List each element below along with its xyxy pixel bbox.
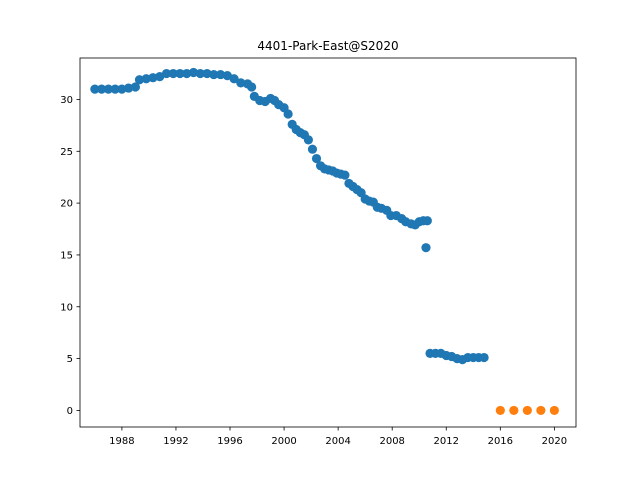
data-point [202,68,212,79]
data-point [175,68,185,79]
data-point [141,74,151,84]
data-point [536,405,546,416]
x-tick-label: 2020 [542,436,567,447]
data-point [422,216,432,226]
data-point [124,83,134,93]
x-tick-label: 1992 [163,436,188,447]
data-point [421,243,431,253]
data-point [340,170,350,180]
x-tick-label: 2012 [434,436,459,447]
data-point [509,405,519,416]
y-tick-label: 15 [60,250,73,261]
y-tick-label: 10 [60,302,73,313]
data-point [307,144,318,154]
data-point [209,69,219,80]
data-point [236,78,246,88]
x-tick-label: 2004 [325,436,350,447]
data-point [303,135,313,145]
data-point [134,75,145,85]
y-tick-label: 30 [60,95,73,106]
chart-title: 4401-Park-East@S2020 [257,39,398,53]
data-point [90,84,100,94]
y-tick-label: 0 [67,406,73,417]
data-point [311,153,322,164]
data-point [97,84,107,94]
data-point [188,67,199,78]
data-point [103,84,113,94]
data-point [522,405,532,416]
x-tick-label: 1996 [217,436,242,447]
data-point [117,84,127,94]
data-point [283,109,293,119]
plot-frame [79,57,577,428]
y-tick-label: 20 [60,199,73,210]
chart-axes: 1988 1992 1996 2000 2004 2008 2012 2016 2020 0 5 10… [60,57,577,447]
data-point [247,82,257,92]
data-point [495,405,505,416]
data-point [195,68,205,79]
y-tick-label: 25 [60,147,73,158]
x-tick-label: 2008 [379,436,404,447]
data-point [161,68,172,79]
chart-marks [90,67,559,416]
x-tick-label: 2016 [488,436,513,447]
data-point [229,74,239,84]
data-point [215,69,226,80]
data-point [110,84,120,94]
data-point [182,68,192,79]
y-tick-label: 5 [67,354,73,365]
data-point [168,68,178,79]
x-tick-label: 1988 [109,436,134,447]
data-point [130,82,141,92]
data-point [549,405,559,416]
data-point [479,352,489,363]
data-point [148,73,158,83]
x-tick-label: 2000 [271,436,296,447]
